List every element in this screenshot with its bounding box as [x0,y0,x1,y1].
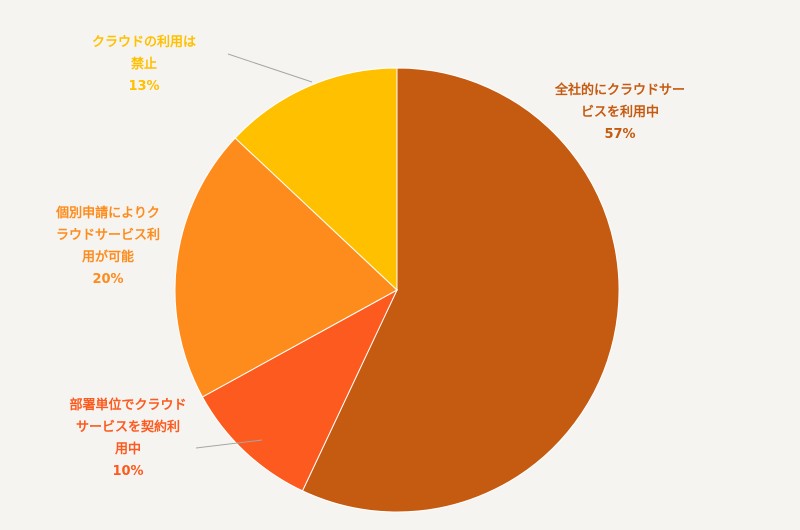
leader-lines [195,53,313,449]
slice-percent-3: 13% [128,79,159,94]
pie-slice-1 [201,288,399,492]
slice-label-line-2-0: 個別申請によりク [55,205,160,221]
slice-label-line-0-1: ビスを利用中 [581,104,659,120]
leader-line-1 [195,439,263,449]
slice-label-line-1-0: 部署単位でクラウド [69,397,186,413]
slice-percent-1: 10% [112,464,143,479]
slice-label-2: 個別申請によりクラウドサービス利用が可能 20% [55,205,160,287]
pie-slice-0 [301,67,620,513]
slice-label-3: クラウドの利用は禁止 13% [92,34,196,94]
slice-label-line-1-1: サービスを契約利 [76,419,180,435]
pie-slice-2 [174,137,398,398]
slice-label-line-3-0: クラウドの利用は [92,34,196,50]
slice-label-line-2-1: ラウドサービス利 [56,227,160,243]
slice-label-line-2-2: 用が可能 [81,249,134,265]
pie-slice-3 [234,67,398,292]
leader-line-3 [227,53,313,83]
pie-slices [174,67,620,513]
slice-label-0: 全社的にクラウドサービスを利用中 57% [554,82,685,142]
slice-percent-2: 20% [92,272,123,287]
slice-label-line-3-1: 禁止 [131,56,157,72]
slice-percent-0: 57% [604,127,635,142]
slice-label-1: 部署単位でクラウドサービスを契約利用中 10% [69,397,186,479]
slice-labels: 全社的にクラウドサービスを利用中 57% 部署単位でクラウドサービスを契約利用中 10… [55,34,685,479]
slice-label-line-0-0: 全社的にクラウドサー [554,82,685,98]
slice-label-line-1-2: 用中 [114,441,141,457]
